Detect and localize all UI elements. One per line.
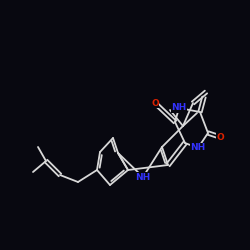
Text: NH: NH <box>172 104 186 112</box>
Text: O: O <box>151 98 159 108</box>
Text: NH: NH <box>190 144 206 152</box>
Text: NH: NH <box>136 172 150 182</box>
Text: O: O <box>216 132 224 141</box>
